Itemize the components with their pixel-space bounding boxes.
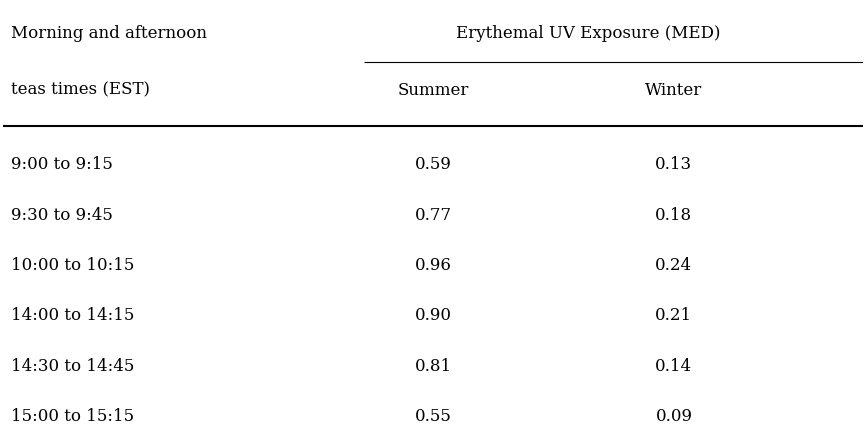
Text: 15:00 to 15:15: 15:00 to 15:15 <box>11 408 134 425</box>
Text: 0.55: 0.55 <box>415 408 451 425</box>
Text: Winter: Winter <box>645 82 702 99</box>
Text: 0.24: 0.24 <box>656 257 693 274</box>
Text: 14:00 to 14:15: 14:00 to 14:15 <box>11 308 135 325</box>
Text: 9:00 to 9:15: 9:00 to 9:15 <box>11 156 113 173</box>
Text: 0.21: 0.21 <box>656 308 693 325</box>
Text: 0.90: 0.90 <box>415 308 451 325</box>
Text: 0.81: 0.81 <box>415 358 451 375</box>
Text: Summer: Summer <box>397 82 469 99</box>
Text: 9:30 to 9:45: 9:30 to 9:45 <box>11 206 113 224</box>
Text: 14:30 to 14:45: 14:30 to 14:45 <box>11 358 135 375</box>
Text: 0.96: 0.96 <box>415 257 451 274</box>
Text: 10:00 to 10:15: 10:00 to 10:15 <box>11 257 135 274</box>
Text: 0.59: 0.59 <box>415 156 451 173</box>
Text: 0.18: 0.18 <box>656 206 693 224</box>
Text: Morning and afternoon: Morning and afternoon <box>11 25 207 42</box>
Text: 0.77: 0.77 <box>415 206 451 224</box>
Text: 0.13: 0.13 <box>656 156 693 173</box>
Text: 0.14: 0.14 <box>656 358 693 375</box>
Text: Erythemal UV Exposure (MED): Erythemal UV Exposure (MED) <box>456 25 721 42</box>
Text: teas times (EST): teas times (EST) <box>11 82 151 99</box>
Text: 0.09: 0.09 <box>656 408 693 425</box>
